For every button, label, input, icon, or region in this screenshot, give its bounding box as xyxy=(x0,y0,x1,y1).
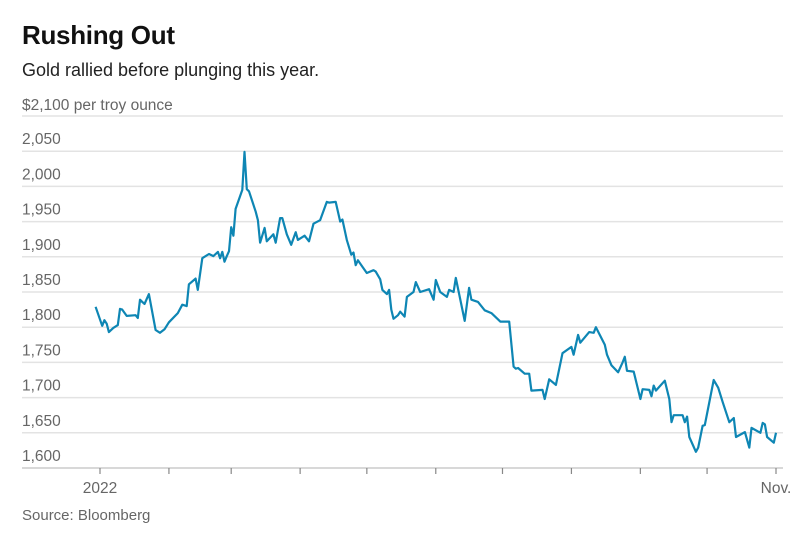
y-tick-label: 1,950 xyxy=(22,202,61,219)
y-tick-label: 1,850 xyxy=(22,272,61,289)
y-tick-label: 1,700 xyxy=(22,378,61,395)
x-tick-label: Nov. xyxy=(761,480,792,497)
chart-title: Rushing Out xyxy=(22,20,175,50)
y-tick-label: 2,000 xyxy=(22,166,61,183)
x-tick-label: 2022 xyxy=(83,480,117,497)
y-tick-label: 1,750 xyxy=(22,342,61,359)
y-tick-label: 1,900 xyxy=(22,237,61,254)
y-tick-label: 2,050 xyxy=(22,131,61,148)
gold-price-line xyxy=(94,150,778,453)
y-unit-label: $2,100 per troy ounce xyxy=(22,97,173,114)
chart-subtitle: Gold rallied before plunging this year. xyxy=(22,60,320,80)
y-tick-label: 1,600 xyxy=(22,448,61,465)
y-tick-label: 1,650 xyxy=(22,413,61,430)
y-tick-label: 1,800 xyxy=(22,307,61,324)
source-note: Source: Bloomberg xyxy=(22,507,151,524)
